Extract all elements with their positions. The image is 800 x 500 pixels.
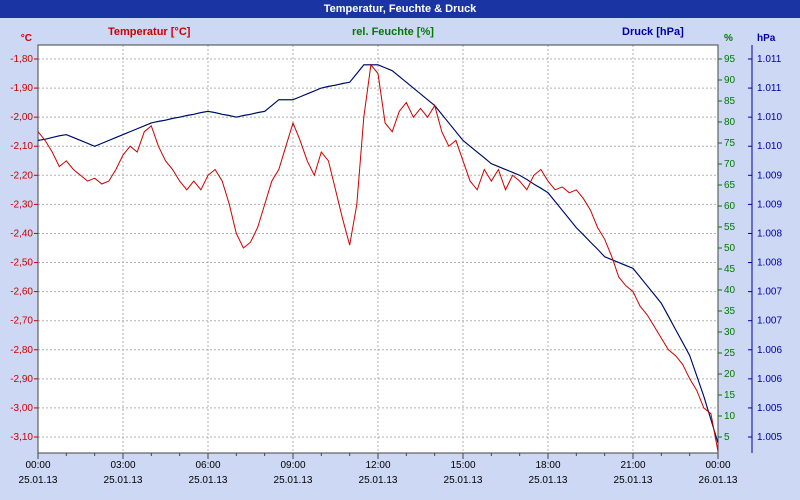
temperature-tick-label: -2,90: [10, 374, 33, 385]
x-time-label: 12:00: [365, 460, 390, 471]
x-time-label: 15:00: [450, 460, 475, 471]
temperature-tick-label: -2,50: [10, 258, 33, 269]
window-title: Temperatur, Feuchte & Druck: [323, 3, 477, 15]
pressure-series-line: [37, 64, 719, 443]
humidity-tick-label: 45: [724, 264, 736, 275]
pressure-tick-label: 1.006: [757, 374, 782, 385]
title-bar: Temperatur, Feuchte & Druck: [0, 0, 800, 18]
x-date-label: 25.01.13: [189, 475, 228, 486]
x-time-label: 03:00: [110, 460, 135, 471]
humidity-tick-label: 50: [724, 243, 736, 254]
x-date-label: 25.01.13: [444, 475, 483, 486]
pressure-tick-label: 1.011: [757, 54, 782, 65]
humidity-tick-label: 65: [724, 180, 736, 191]
humidity-tick-label: 60: [724, 201, 736, 212]
humidity-tick-label: 10: [724, 411, 736, 422]
humidity-tick-label: 40: [724, 285, 736, 296]
x-date-label: 26.01.13: [699, 475, 738, 486]
temperature-tick-label: -2,00: [10, 112, 33, 123]
x-time-label: 00:00: [25, 460, 50, 471]
temperature-tick-label: -2,40: [10, 228, 33, 239]
pressure-tick-label: 1.011: [757, 83, 782, 94]
humidity-tick-label: 15: [724, 390, 736, 401]
temperature-tick-label: -1,80: [10, 54, 33, 65]
temperature-tick-label: -3,10: [10, 432, 33, 443]
x-time-label: 09:00: [280, 460, 305, 471]
x-date-label: 25.01.13: [614, 475, 653, 486]
pressure-tick-label: 1.008: [757, 258, 782, 269]
temperature-tick-label: -2,60: [10, 287, 33, 298]
pressure-tick-label: 1.006: [757, 345, 782, 356]
pressure-tick-label: 1.007: [757, 287, 782, 298]
humidity-tick-label: 5: [724, 432, 730, 443]
pressure-unit-label: hPa: [757, 33, 776, 44]
temperature-unit-label: °C: [21, 33, 32, 44]
pressure-tick-label: 1.008: [757, 228, 782, 239]
humidity-tick-label: 25: [724, 348, 736, 359]
temperature-tick-label: -2,80: [10, 345, 33, 356]
humidity-tick-label: 70: [724, 159, 736, 170]
pressure-tick-label: 1.009: [757, 199, 782, 210]
humidity-unit-label: %: [724, 33, 733, 44]
x-time-label: 00:00: [705, 460, 730, 471]
humidity-tick-label: 75: [724, 138, 736, 149]
temperature-tick-label: -2,30: [10, 199, 33, 210]
pressure-tick-label: 1.010: [757, 112, 782, 123]
x-time-label: 18:00: [535, 460, 560, 471]
legend-temperature: Temperatur [°C]: [108, 26, 191, 38]
x-date-label: 25.01.13: [19, 475, 58, 486]
pressure-tick-label: 1.010: [757, 141, 782, 152]
humidity-tick-label: 95: [724, 54, 736, 65]
x-date-label: 25.01.13: [529, 475, 568, 486]
x-date-label: 25.01.13: [274, 475, 313, 486]
humidity-tick-label: 90: [724, 75, 736, 86]
temperature-tick-label: -2,20: [10, 170, 33, 181]
pressure-tick-label: 1.005: [757, 432, 782, 443]
humidity-tick-label: 55: [724, 222, 736, 233]
temperature-tick-label: -1,90: [10, 83, 33, 94]
x-time-label: 06:00: [195, 460, 220, 471]
humidity-tick-label: 80: [724, 117, 736, 128]
x-date-label: 25.01.13: [359, 475, 398, 486]
temperature-tick-label: -3,00: [10, 403, 33, 414]
humidity-tick-label: 20: [724, 369, 736, 380]
temperature-tick-label: -2,10: [10, 141, 33, 152]
legend-humidity: rel. Feuchte [%]: [352, 26, 434, 38]
humidity-tick-label: 30: [724, 327, 736, 338]
humidity-tick-label: 85: [724, 96, 736, 107]
humidity-tick-label: 35: [724, 306, 736, 317]
pressure-tick-label: 1.009: [757, 170, 782, 181]
temperature-tick-label: -2,70: [10, 316, 33, 327]
x-time-label: 21:00: [620, 460, 645, 471]
pressure-tick-label: 1.007: [757, 316, 782, 327]
temperature-series-line: [37, 63, 719, 452]
x-date-label: 25.01.13: [104, 475, 143, 486]
legend-pressure: Druck [hPa]: [622, 26, 684, 38]
pressure-tick-label: 1.005: [757, 403, 782, 414]
